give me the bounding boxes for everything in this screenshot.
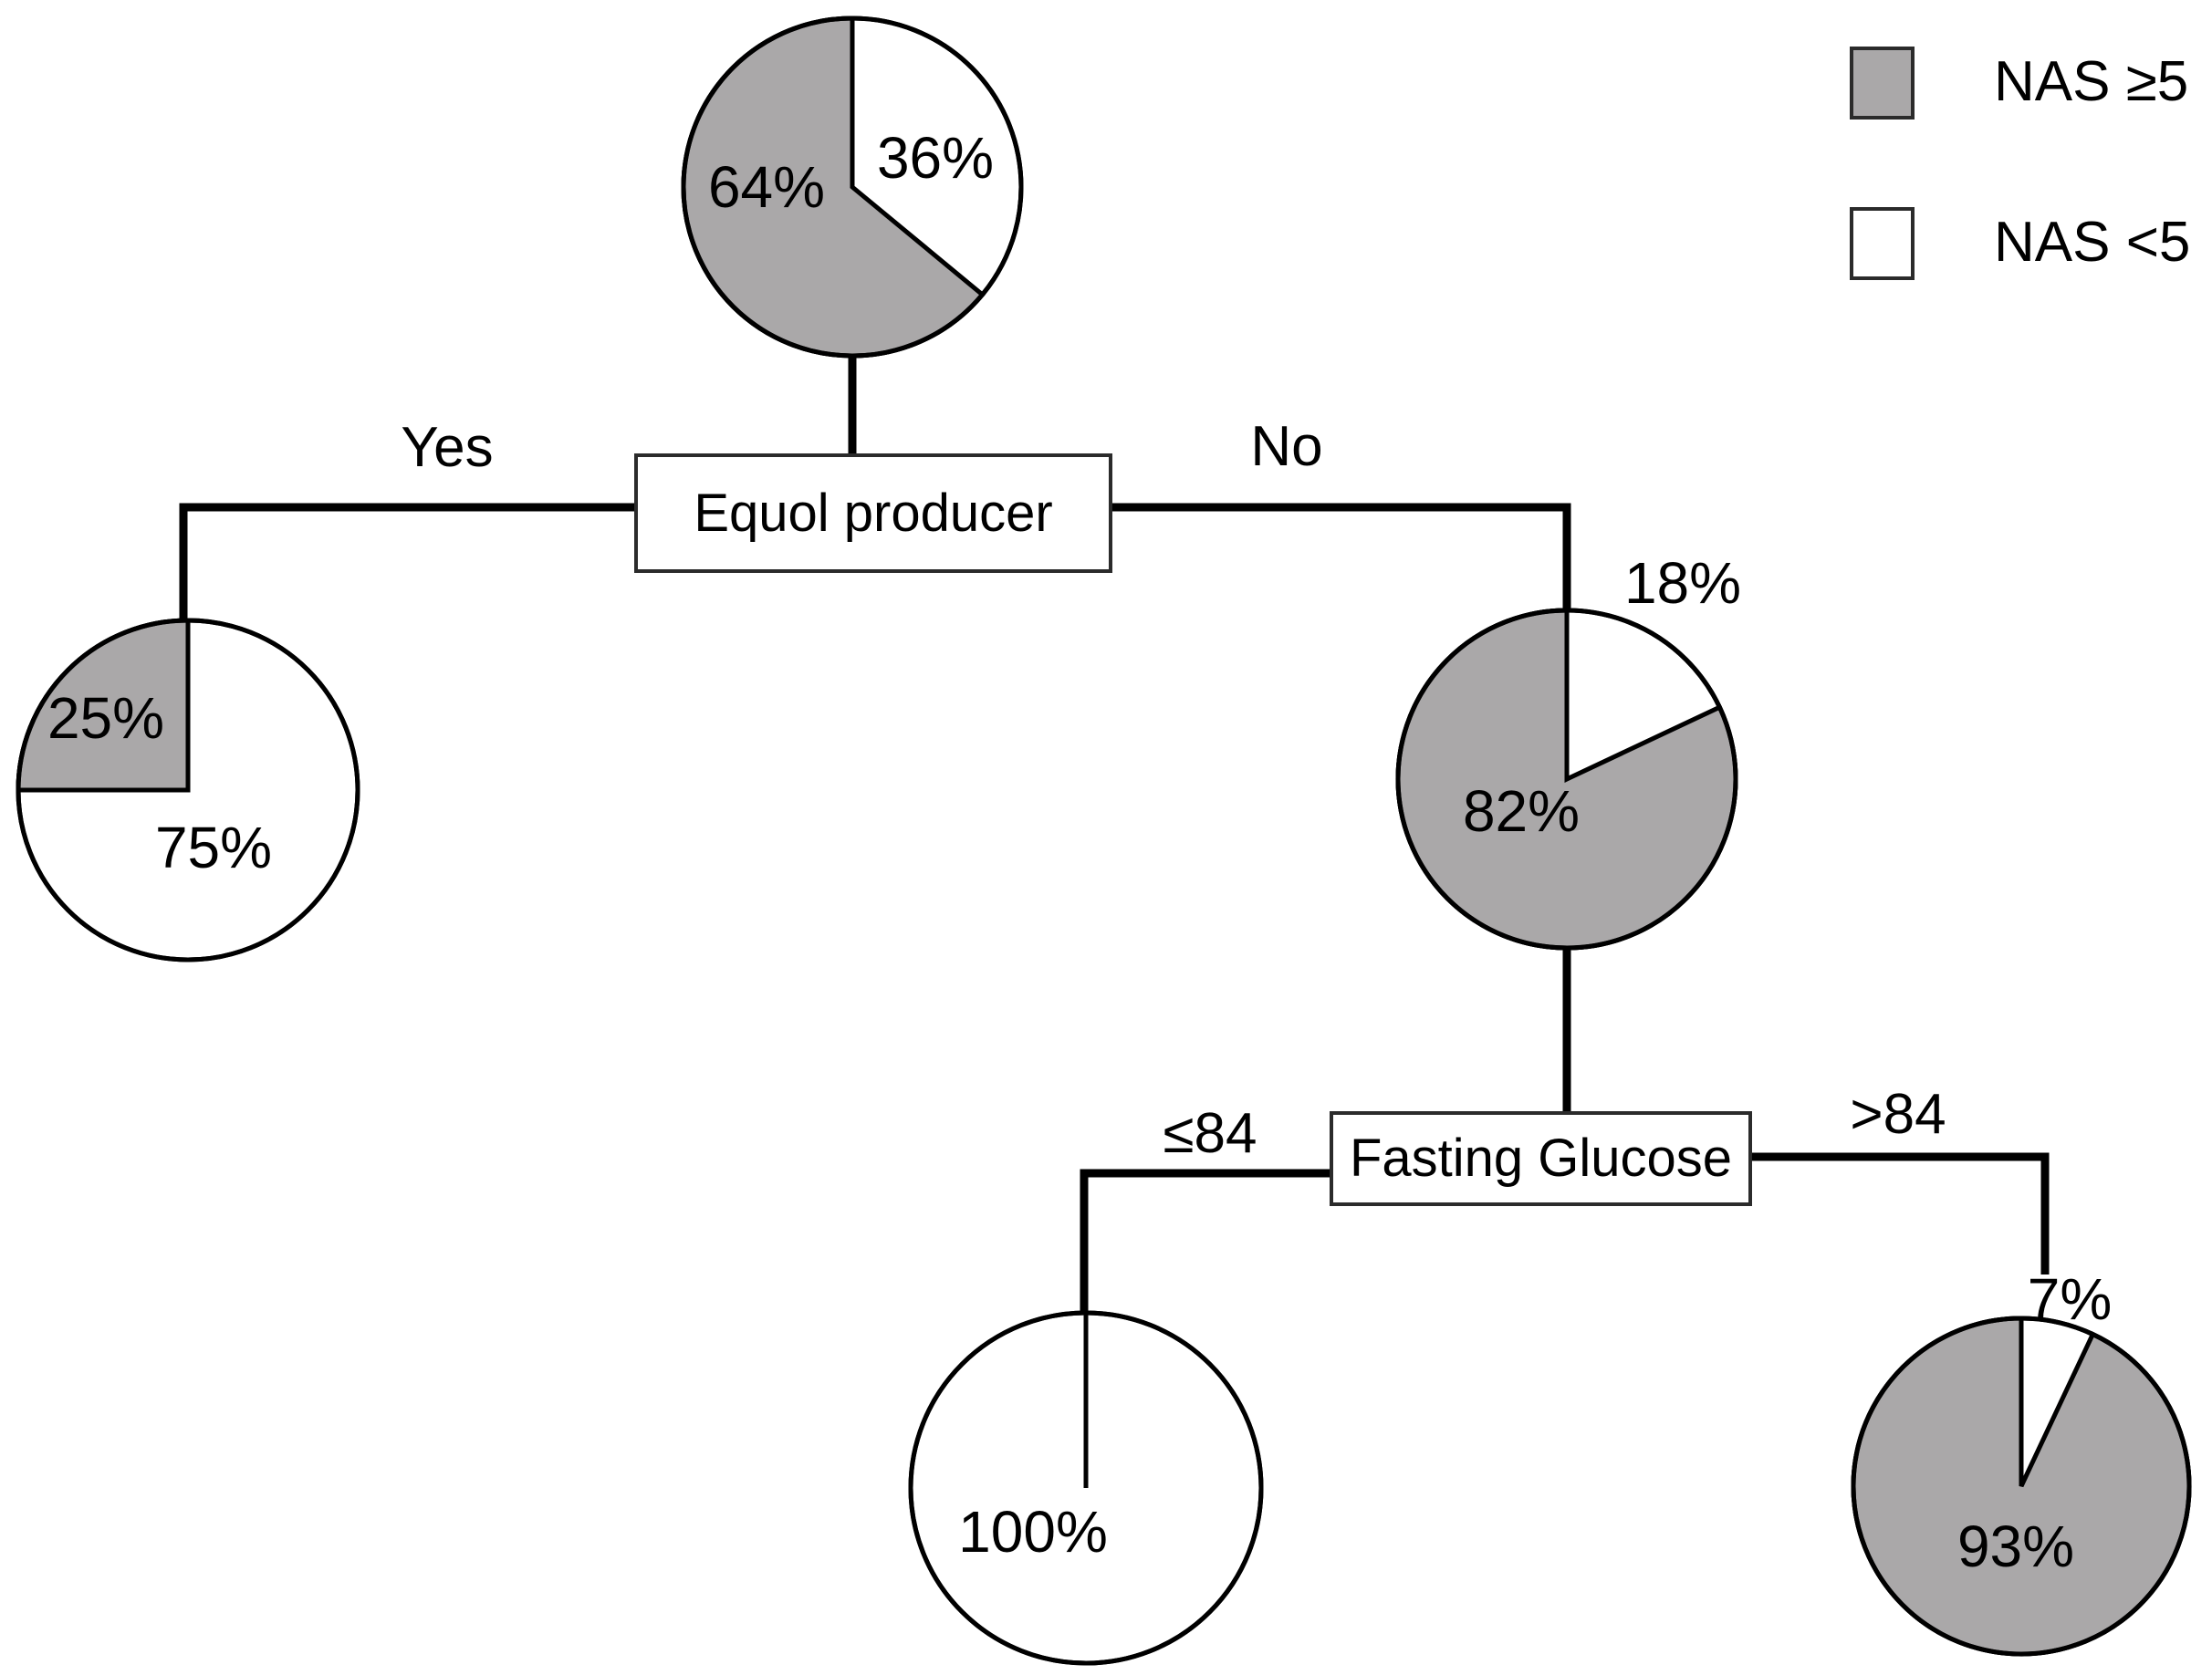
root-pie-empty-label: 36% [876,125,995,191]
decision-box-fasting-glucose: Fasting Glucose [1330,1111,1752,1206]
connector-equol-no-branch [1112,503,1571,614]
branch-label-no: No [1250,415,1323,478]
equol-no-pie-empty-label: 18% [1623,550,1742,616]
equol_yes-pie-outline [16,618,360,962]
legend-label-nas-lt5: NAS <5 [1994,211,2191,274]
glucose_le-pie-outline [908,1310,1264,1666]
glucose_gt-pie-outline [1851,1316,2192,1657]
branch-label-yes: Yes [401,416,494,479]
branch-label-gt84: >84 [1850,1083,1946,1146]
equol-no-pie-filled-label: 82% [1462,778,1581,844]
glucose-gt-pie-empty-label: 7% [2027,1266,2113,1332]
legend-swatch-nas-lt5 [1850,207,1915,280]
connector-glucose-le-branch [1080,1169,1330,1316]
equol_no-pie-outline [1395,608,1738,951]
legend-swatch-nas-ge5 [1850,47,1915,120]
decision-box-equol-producer: Equol producer [634,453,1112,573]
equol-yes-pie-filled-label: 25% [47,685,165,751]
glucose-gt-pie-filled-label: 93% [1956,1514,2075,1579]
equol-yes-pie-empty-label: 75% [154,815,273,880]
branch-label-le84: ≤84 [1163,1102,1257,1165]
root-pie-outline [681,16,1024,359]
glucose-le-pie-empty-label: 100% [958,1499,1108,1565]
connector-glucose-gt-branch [1752,1152,2050,1274]
connector-equol-yes-branch [179,503,634,624]
root-pie-filled-label: 64% [707,154,826,220]
legend-label-nas-ge5: NAS ≥5 [1994,50,2189,113]
